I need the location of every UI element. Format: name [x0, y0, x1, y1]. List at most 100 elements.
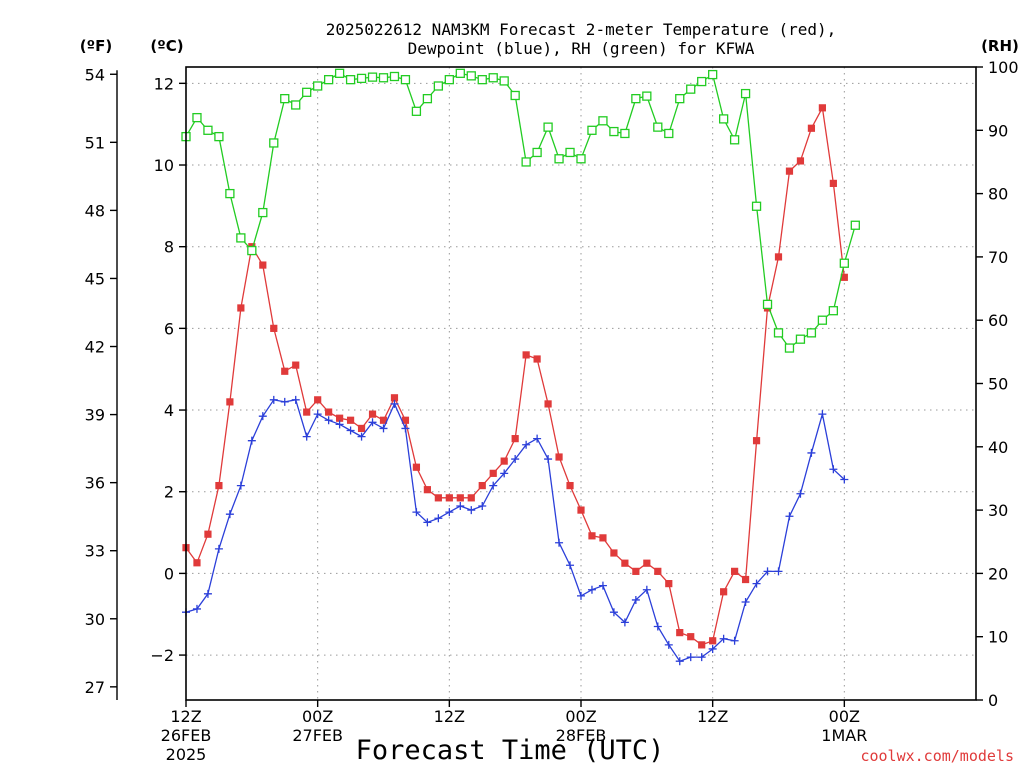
temperature-point — [709, 637, 717, 645]
rh-point — [587, 125, 597, 135]
temperature-point — [346, 416, 355, 424]
chart-title: 2025022612 NAM3KM Forecast 2-meter Tempe… — [326, 20, 837, 39]
temperature-point — [456, 494, 464, 502]
rh-point — [236, 233, 246, 243]
dewpoint-point — [478, 502, 487, 511]
dewpoint-point — [423, 518, 432, 527]
dewpoint-point — [752, 579, 761, 588]
temperature-point — [336, 414, 344, 422]
temperature-point — [687, 633, 695, 641]
x-tick-year-label: 2025 — [166, 745, 207, 764]
dewpoint-point — [807, 448, 816, 457]
temperature-point — [840, 273, 848, 281]
rh-point — [269, 138, 279, 148]
x-tick-date-label: 26FEB — [161, 726, 212, 745]
temperature-point — [829, 179, 837, 187]
rh-point — [356, 73, 367, 84]
fahrenheit-tick-label: 27 — [85, 678, 105, 697]
rh-point — [521, 157, 531, 167]
temperature-point — [588, 532, 596, 540]
rh-point — [708, 69, 718, 80]
rh-point — [367, 72, 378, 82]
temperature-point — [665, 580, 673, 588]
dewpoint-point — [522, 440, 531, 449]
dewpoint-point — [642, 585, 651, 594]
rh-tick-label: 20 — [988, 564, 1008, 583]
dewpoint-point — [192, 604, 201, 613]
temperature-point — [752, 437, 761, 445]
temperature-point — [577, 506, 585, 514]
rh-point — [411, 106, 422, 116]
temperature-point — [785, 167, 794, 175]
fahrenheit-tick-label: 54 — [85, 65, 105, 84]
dewpoint-point — [489, 481, 498, 490]
dewpoint-point — [631, 595, 640, 604]
temperature-point — [303, 408, 311, 416]
dewpoint-point — [500, 469, 509, 478]
dewpoint-point — [335, 420, 344, 429]
rh-point — [488, 73, 498, 83]
dewpoint-point — [324, 416, 333, 425]
fahrenheit-tick-label: 36 — [85, 474, 105, 493]
dewpoint-point — [203, 589, 212, 598]
rh-point — [576, 154, 586, 164]
dewpoint-point — [368, 418, 377, 427]
temperature-point — [807, 124, 816, 132]
celsius-tick-label: 12 — [154, 74, 174, 93]
rh-point — [598, 116, 608, 126]
dewpoint-point — [247, 436, 256, 445]
temperature-point — [511, 435, 519, 443]
fahrenheit-tick-label: 51 — [85, 133, 105, 152]
dewpoint-point — [785, 512, 794, 521]
rh-point — [192, 112, 202, 123]
temperature-point — [643, 559, 651, 567]
dewpoint-point — [467, 506, 476, 515]
dewpoint-point — [544, 455, 553, 464]
dewpoint-point — [697, 653, 706, 662]
fahrenheit-tick-label: 42 — [85, 338, 105, 357]
temperature-point — [292, 361, 300, 369]
chart-subtitle: Dewpoint (blue), RH (green) for KFWA — [408, 39, 755, 58]
celsius-tick-label: 8 — [164, 238, 174, 257]
x-tick-label: 12Z — [434, 707, 465, 726]
x-tick-date-label: 28FEB — [556, 726, 607, 745]
rh-point — [554, 154, 564, 164]
dewpoint-point — [829, 465, 838, 474]
dewpoint-point — [511, 455, 520, 464]
temperature-point — [193, 559, 201, 567]
dewpoint-point — [236, 481, 245, 490]
rh-point — [762, 299, 773, 310]
x-tick-label: 00Z — [302, 707, 333, 726]
dewpoint-point — [533, 434, 542, 443]
rh-point — [620, 128, 630, 139]
temperature-point — [698, 641, 706, 649]
dewpoint-point — [445, 508, 454, 517]
temperature-point — [445, 494, 453, 502]
temperature-point — [774, 253, 783, 261]
rh-point — [433, 81, 444, 91]
rh-point — [214, 131, 224, 142]
rh-unit-label: (RH) — [981, 37, 1019, 55]
dewpoint-point — [577, 591, 585, 600]
temperature-point — [818, 104, 826, 112]
dewpoint-point — [214, 544, 223, 553]
rh-point — [280, 94, 290, 104]
rh-point — [247, 245, 257, 256]
temperature-point — [599, 534, 607, 542]
dewpoint-point — [566, 561, 575, 570]
dewpoint-point — [774, 567, 783, 576]
celsius-unit-label: (ºC) — [150, 37, 183, 55]
rh-tick-label: 0 — [988, 691, 998, 710]
rh-point — [323, 75, 334, 85]
rh-point — [850, 220, 860, 230]
celsius-tick-label: 10 — [154, 156, 174, 175]
rh-point — [466, 71, 476, 81]
fahrenheit-tick-label: 45 — [85, 269, 105, 288]
dewpoint-point — [401, 424, 410, 433]
fahrenheit-tick-label: 39 — [85, 406, 105, 425]
fahrenheit-tick-label: 48 — [85, 201, 105, 220]
rh-tick-label: 30 — [988, 501, 1008, 520]
x-tick-label: 00Z — [829, 707, 860, 726]
x-axis-label: Forecast Time (UTC) — [356, 735, 665, 766]
dewpoint-point — [313, 410, 322, 419]
